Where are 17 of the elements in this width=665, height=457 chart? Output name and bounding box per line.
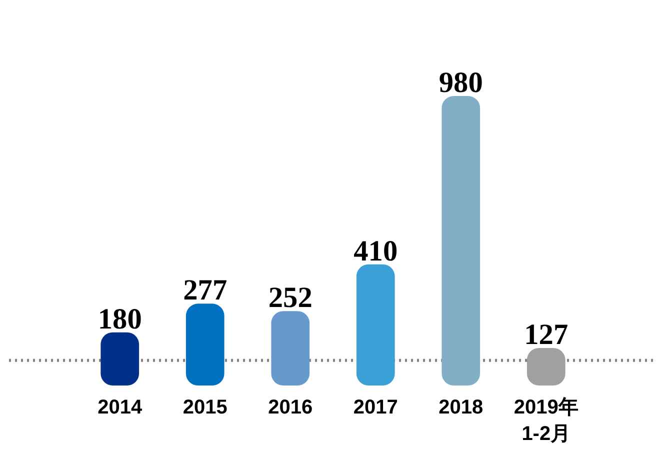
x-tick-label: 2019年 1-2月 (514, 396, 578, 445)
bar (186, 304, 224, 386)
data-label: 277 (183, 274, 228, 307)
x-tick-label: 2014 (98, 396, 143, 418)
data-label: 410 (354, 235, 398, 268)
x-tick-label: 2015 (182, 396, 228, 418)
x-tick-label: 2017 (353, 396, 398, 418)
bar (100, 332, 140, 386)
data-label: 180 (98, 303, 142, 336)
bar (442, 96, 480, 386)
x-tick-label: 2018 (438, 396, 484, 418)
data-label: 980 (438, 67, 483, 100)
x-tick-label: 2016 (268, 396, 313, 418)
data-label: 252 (268, 282, 312, 314)
bar (271, 311, 310, 386)
data-label: 127 (524, 318, 568, 351)
bar (356, 264, 395, 386)
